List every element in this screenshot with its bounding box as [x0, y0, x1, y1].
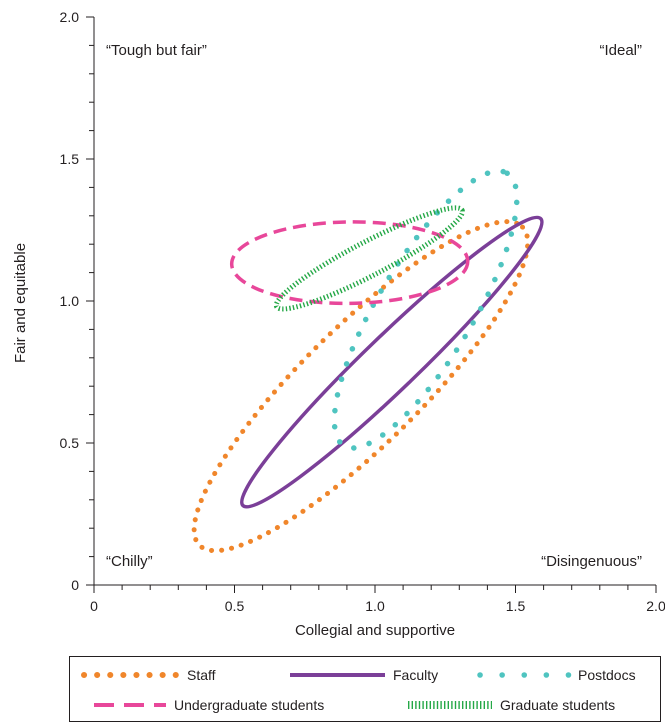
ellipse-faculty	[240, 215, 544, 509]
legend-box	[69, 656, 661, 722]
quadrant-label-disingenuous: “Disingenuous”	[541, 553, 642, 570]
legend-label-undergraduate-students: Undergraduate students	[174, 697, 324, 713]
ellipse-graduate-students	[273, 205, 465, 312]
x-tick-label: 0.5	[225, 598, 245, 614]
quadrant-label-tough-but-fair: “Tough but fair”	[106, 42, 207, 59]
ellipse-postdocs	[331, 168, 520, 451]
x-tick-label: 2.0	[646, 598, 665, 614]
y-axis-title: Fair and equitable	[12, 243, 29, 363]
y-ticks: 0 0.5 1.0 1.5 2.0	[60, 9, 94, 593]
x-tick-label: 0	[90, 598, 98, 614]
legend-label-staff: Staff	[187, 667, 216, 683]
y-tick-label: 2.0	[60, 9, 80, 25]
legend-label-faculty: Faculty	[393, 667, 438, 683]
y-tick-label: 0.5	[60, 435, 80, 451]
y-tick-label: 1.5	[60, 151, 80, 167]
legend-items: Staff Faculty Postdocs Undergraduate studen…	[81, 667, 636, 713]
series-layer	[191, 168, 544, 554]
legend: Staff Faculty Postdocs Undergraduate studen…	[69, 656, 661, 722]
ellipse-undergraduate-students	[229, 220, 470, 306]
quadrant-label-chilly: “Chilly”	[106, 553, 153, 570]
x-axis-title: Collegial and supportive	[295, 622, 455, 639]
x-tick-label: 1.5	[506, 598, 526, 614]
y-tick-label: 1.0	[60, 293, 80, 309]
x-tick-label: 1.0	[365, 598, 385, 614]
legend-label-graduate-students: Graduate students	[500, 697, 615, 713]
ellipse-staff	[191, 219, 531, 554]
axes: 0 0.5 1.0 1.5 2.0 0 0.5 1.0 1.5 2.0	[60, 9, 665, 614]
legend-label-postdocs: Postdocs	[578, 667, 636, 683]
quadrant-label-ideal: “Ideal”	[599, 42, 642, 59]
x-ticks: 0 0.5 1.0 1.5 2.0	[90, 585, 665, 614]
y-tick-label: 0	[71, 577, 79, 593]
